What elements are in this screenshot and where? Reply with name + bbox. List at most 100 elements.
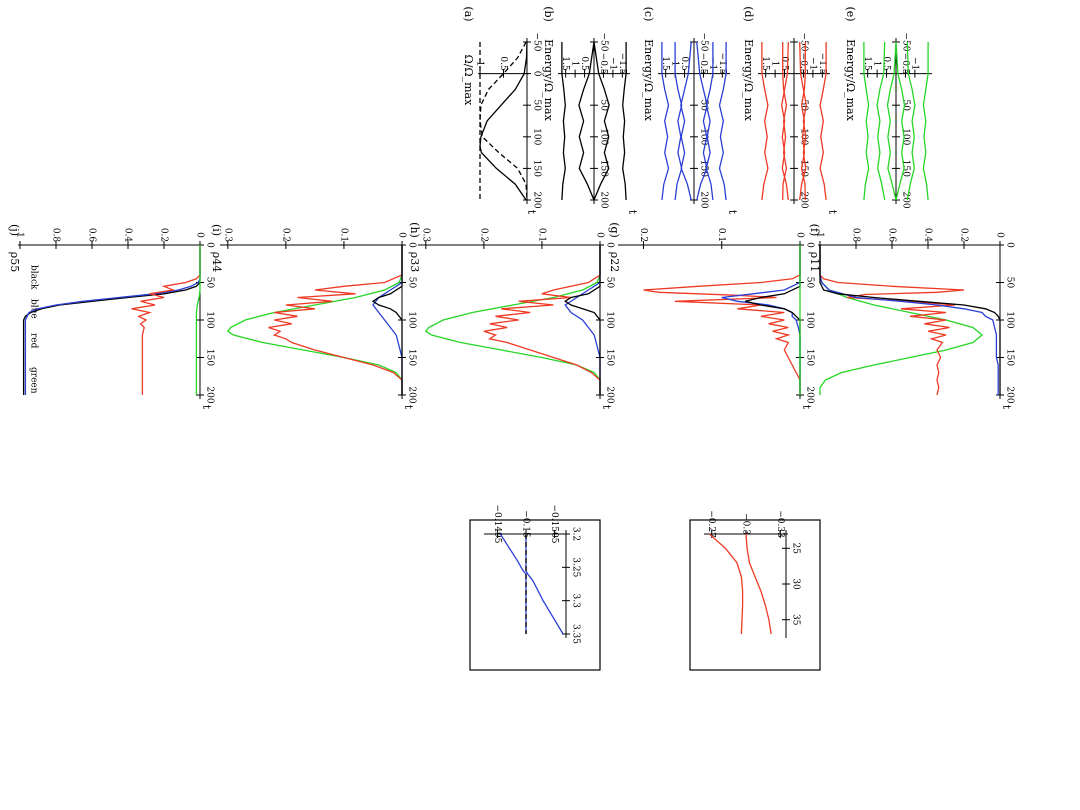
x-tick-label: 50: [532, 99, 542, 111]
y-tick-label: 0: [795, 232, 805, 238]
x-tick-label: 200: [799, 191, 809, 208]
x-tick-label: 0: [1005, 242, 1015, 248]
y-tick-label: −0.15: [521, 510, 531, 538]
x-tick-label: 3.25: [571, 557, 581, 577]
y-tick-label: −0.27: [706, 510, 716, 538]
panel-j: 0 50 100 150 200 0 0.2 0.4 0.6 0.8 1(j) ρ55 t black bl…: [8, 224, 215, 410]
panel-e: −50 50 100 150 200 1.5 1 0.5 −0.5 −1 (e) Energy/Ω_m…: [844, 6, 932, 209]
x-tick-label: 150: [901, 160, 911, 177]
x-tick-label: 150: [699, 160, 709, 177]
y-axis-label: ρ22: [608, 252, 621, 272]
x-tick-label: 200: [205, 386, 215, 403]
panel-label: (i): [210, 224, 223, 236]
series-line-red: [131, 245, 201, 395]
series-line-green: [906, 41, 916, 201]
legend-entry-green: green: [29, 367, 39, 394]
y-axis-label: ρ33: [408, 252, 421, 272]
y-tick-label: −1.5: [617, 53, 627, 75]
y-tick-label: 0.8: [51, 228, 61, 243]
y-tick-label: −1: [807, 57, 817, 70]
panel-label: (e): [844, 6, 857, 21]
x-axis-label: t: [626, 210, 639, 215]
y-tick-label: 0.3: [222, 228, 232, 243]
y-tick-label: 1: [570, 61, 580, 67]
legend-entry-black: black: [29, 265, 39, 290]
y-axis-label: ρ55: [8, 252, 21, 272]
x-axis-label: t: [200, 405, 213, 410]
series-line-black: [371, 245, 403, 395]
x-tick-label: 50: [407, 277, 417, 289]
x-tick-label: 100: [901, 128, 911, 145]
series-line-red: [745, 533, 772, 635]
y-tick-label: 0.8: [851, 228, 861, 243]
panel-label: (f): [808, 224, 821, 237]
series-line-blue: [680, 41, 692, 201]
x-tick-label: 0: [205, 242, 215, 248]
series-line-blue: [819, 245, 999, 395]
x-tick-label: 3.35: [571, 624, 581, 644]
legend-entry-blue: blue: [29, 299, 39, 319]
series-line-black: [561, 42, 566, 201]
panel-label: (b): [542, 6, 555, 22]
y-tick-label: −1: [607, 57, 617, 70]
y-tick-label: 0.2: [478, 228, 488, 242]
x-tick-label: −50: [532, 33, 542, 52]
x-tick-label: 50: [205, 277, 215, 289]
y-tick-label: 1.5: [660, 56, 670, 71]
series-line-blue: [564, 245, 601, 395]
series-line-black: [578, 41, 595, 201]
x-axis-label: t: [1000, 405, 1013, 410]
inset-frame: [469, 519, 601, 671]
x-tick-label: 30: [791, 578, 801, 590]
y-tick-label: 1: [872, 61, 882, 67]
y-tick-label: −1: [909, 57, 919, 70]
y-tick-label: 0.4: [923, 228, 933, 243]
x-axis-label: t: [600, 405, 613, 410]
series-line-black: [593, 41, 610, 201]
y-tick-label: 0: [397, 232, 407, 238]
x-tick-label: 100: [699, 128, 709, 145]
y-tick-label: 0.2: [638, 228, 648, 242]
series-line-green: [922, 42, 929, 201]
x-tick-label: 150: [799, 160, 809, 177]
y-tick-label: 0.1: [338, 228, 348, 242]
series-line-green: [195, 245, 201, 395]
x-tick-label: 200: [699, 191, 709, 208]
x-axis-label: t: [402, 405, 415, 410]
y-axis-label: Energy/Ω_max: [542, 39, 555, 121]
x-tick-label: 150: [1005, 349, 1015, 366]
x-tick-label: 0: [805, 242, 815, 248]
y-tick-label: 1: [770, 61, 780, 67]
x-tick-label: 100: [599, 128, 609, 145]
panel-label: (h): [408, 222, 421, 238]
x-tick-label: 150: [205, 349, 215, 366]
x-tick-label: 200: [407, 386, 417, 403]
x-tick-label: 100: [799, 128, 809, 145]
x-tick-label: 100: [532, 128, 542, 145]
series-line-green: [886, 41, 897, 201]
series-line-blue: [705, 42, 714, 201]
x-tick-label: 3.3: [571, 594, 581, 609]
x-tick-label: 50: [805, 277, 815, 289]
series-line-red: [708, 533, 744, 635]
panel-h: 0 50 100 150 200 0 0.1 0.2 0.3(h) ρ33 t: [408, 222, 615, 410]
y-tick-label: 0.5: [881, 56, 891, 71]
y-tick-label: 1.5: [760, 56, 770, 71]
x-tick-label: 50: [1005, 277, 1015, 289]
x-tick-label: 100: [1005, 311, 1015, 328]
panel-label: (g): [608, 222, 621, 238]
series-line-blue: [696, 41, 708, 201]
series-line-blue: [721, 245, 801, 395]
series-line-blue: [718, 42, 727, 201]
x-tick-label: 150: [805, 349, 815, 366]
series-line-black: [564, 245, 601, 395]
y-tick-label: 0.1: [716, 228, 726, 242]
x-tick-label: 200: [599, 191, 609, 208]
x-tick-label: 200: [605, 386, 615, 403]
y-tick-label: 0.6: [887, 228, 897, 243]
x-tick-label: 50: [605, 277, 615, 289]
y-axis-label: Energy/Ω_max: [642, 39, 655, 121]
panel-label: (a): [462, 6, 475, 21]
series-line-blue: [372, 245, 403, 395]
